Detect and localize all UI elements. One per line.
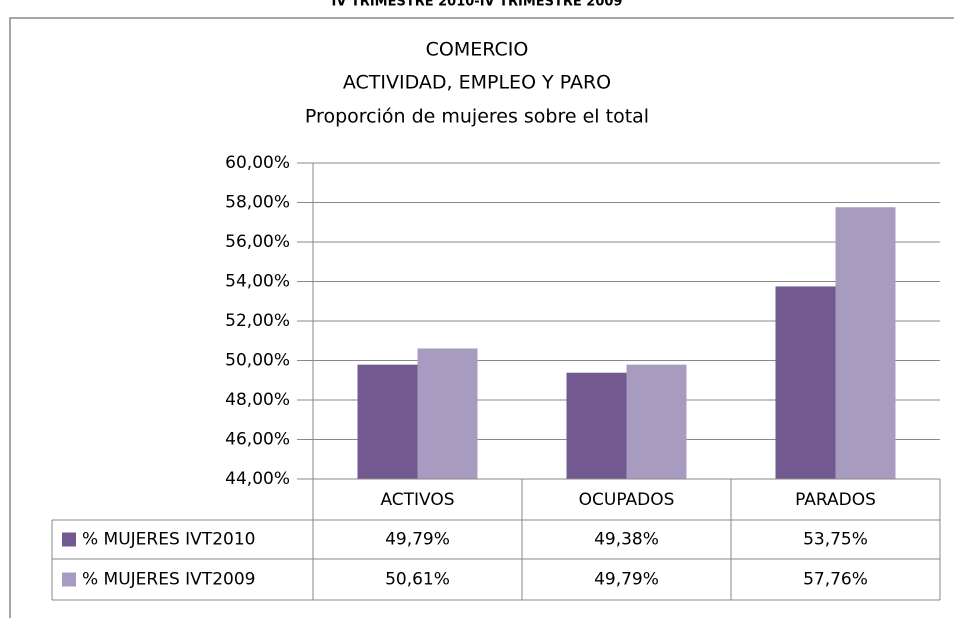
legend-key: [62, 532, 76, 547]
y-tick-label: 60,00%: [225, 153, 290, 173]
legend-key: [62, 572, 76, 587]
header: IV TRIMESTRE 2010-IV TRIMESTRE 2009: [332, 0, 623, 10]
y-tick-label: 50,00%: [225, 351, 290, 371]
table-value: 57,76%: [803, 570, 868, 590]
y-tick-label: 44,00%: [225, 469, 290, 489]
table-value: 49,38%: [594, 530, 659, 550]
table-value: 49,79%: [594, 570, 659, 590]
y-tick-label: 56,00%: [225, 232, 290, 252]
table-value: 49,79%: [385, 530, 450, 550]
y-tick-label: 48,00%: [225, 390, 290, 410]
chart-title: COMERCIO: [426, 39, 529, 61]
bar: [417, 348, 478, 479]
x-tick-label: OCUPADOS: [579, 490, 675, 510]
table-value: 53,75%: [803, 530, 868, 550]
bar: [775, 286, 836, 479]
x-tick-label: PARADOS: [795, 490, 876, 510]
y-tick-label: 54,00%: [225, 272, 290, 292]
bar: [626, 364, 687, 479]
chart-title: Proporción de mujeres sobre el total: [305, 106, 649, 128]
y-tick-label: 52,00%: [225, 311, 290, 331]
bar: [566, 372, 627, 479]
bar: [835, 207, 896, 480]
bar: [357, 364, 418, 479]
frame: [9, 17, 954, 618]
legend-label: % MUJERES IVT2009: [82, 570, 255, 590]
chart-title: ACTIVIDAD, EMPLEO Y PARO: [343, 72, 611, 94]
legend-label: % MUJERES IVT2010: [82, 530, 255, 550]
table-value: 50,61%: [385, 570, 450, 590]
x-tick-label: ACTIVOS: [380, 490, 454, 510]
y-tick-label: 58,00%: [225, 193, 290, 213]
y-tick-label: 46,00%: [225, 430, 290, 450]
